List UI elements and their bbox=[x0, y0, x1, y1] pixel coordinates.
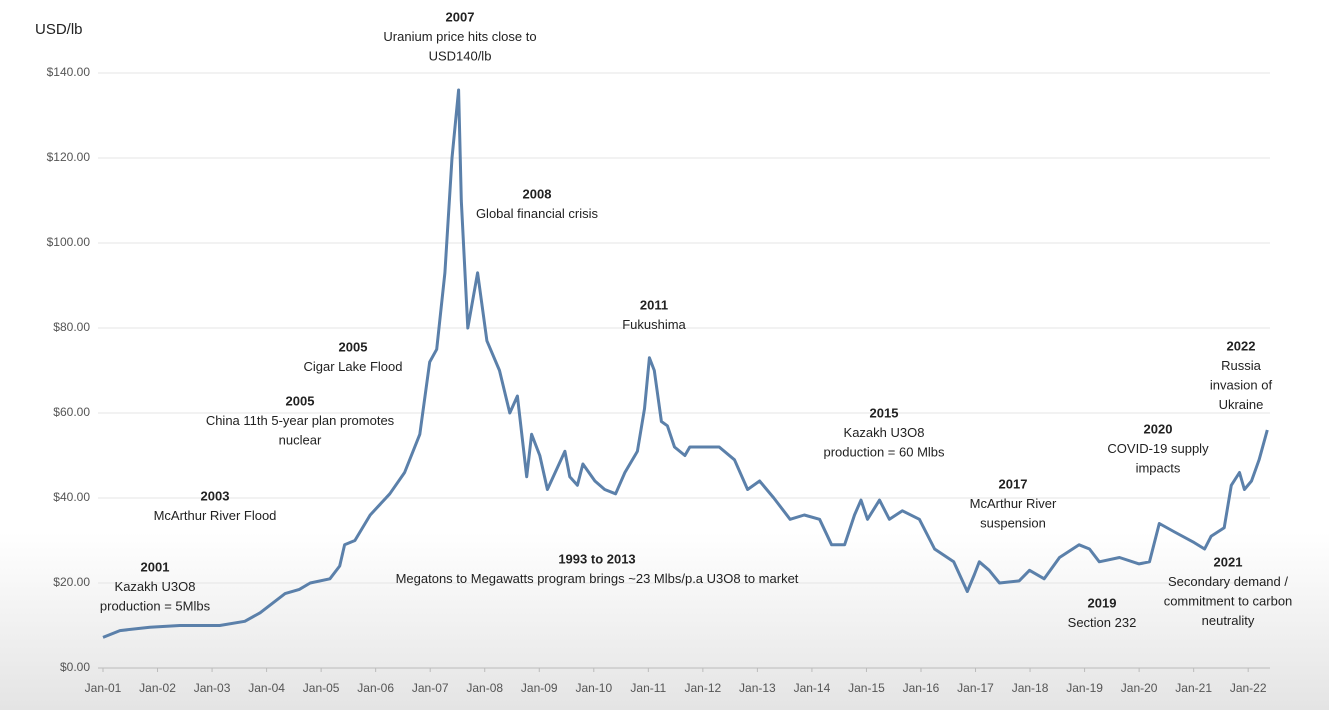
y-tick-label: $0.00 bbox=[60, 660, 90, 674]
x-tick-label: Jan-16 bbox=[903, 681, 940, 695]
annotation-text: impacts bbox=[1136, 460, 1181, 475]
x-tick-label: Jan-11 bbox=[630, 681, 666, 695]
annotation-text: COVID-19 supply bbox=[1107, 441, 1209, 456]
x-tick-label: Jan-22 bbox=[1230, 681, 1267, 695]
y-tick-label: $120.00 bbox=[47, 150, 91, 164]
annotation-text: USD140/lb bbox=[429, 48, 492, 63]
x-tick-label: Jan-13 bbox=[739, 681, 776, 695]
annotation-title: 2003 bbox=[201, 488, 230, 503]
x-tick-label: Jan-04 bbox=[248, 681, 285, 695]
annotation-text: production = 60 Mlbs bbox=[823, 444, 945, 459]
x-tick-label: Jan-03 bbox=[194, 681, 231, 695]
annotation-title: 2017 bbox=[999, 476, 1028, 491]
annotation-text: Kazakh U3O8 bbox=[844, 425, 925, 440]
annotation-text: suspension bbox=[980, 515, 1046, 530]
x-tick-label: Jan-17 bbox=[957, 681, 994, 695]
annotation-text: Ukraine bbox=[1219, 397, 1264, 412]
annotation-text: Russia bbox=[1221, 358, 1262, 373]
annotation-text: Cigar Lake Flood bbox=[304, 359, 403, 374]
annotation-text: Section 232 bbox=[1068, 615, 1137, 630]
y-tick-label: $100.00 bbox=[47, 235, 91, 249]
annotation-text: McArthur River bbox=[970, 496, 1057, 511]
y-tick-label: $20.00 bbox=[53, 575, 90, 589]
annotation-title: 2015 bbox=[870, 405, 899, 420]
annotation-text: production = 5Mlbs bbox=[100, 598, 211, 613]
annotation-title: 2001 bbox=[141, 559, 170, 574]
x-tick-label: Jan-08 bbox=[466, 681, 503, 695]
x-tick-label: Jan-10 bbox=[575, 681, 612, 695]
y-tick-label: $60.00 bbox=[53, 405, 90, 419]
annotation-title: 1993 to 2013 bbox=[558, 551, 635, 566]
x-tick-label: Jan-09 bbox=[521, 681, 558, 695]
x-tick-label: Jan-18 bbox=[1012, 681, 1049, 695]
annotation-text: invasion of bbox=[1210, 377, 1273, 392]
y-tick-label: $80.00 bbox=[53, 320, 90, 334]
annotation-title: 2005 bbox=[286, 393, 315, 408]
x-tick-label: Jan-02 bbox=[139, 681, 176, 695]
x-tick-label: Jan-05 bbox=[303, 681, 340, 695]
annotation-text: Fukushima bbox=[622, 317, 686, 332]
annotation-title: 2005 bbox=[339, 339, 368, 354]
annotation-title: 2020 bbox=[1144, 421, 1173, 436]
annotation-text: McArthur River Flood bbox=[154, 508, 277, 523]
annotation-title: 2021 bbox=[1214, 554, 1243, 569]
annotation-text: Uranium price hits close to bbox=[383, 29, 536, 44]
annotation-text: nuclear bbox=[279, 432, 322, 447]
x-tick-label: Jan-19 bbox=[1066, 681, 1103, 695]
x-tick-label: Jan-06 bbox=[357, 681, 394, 695]
annotation-title: 2008 bbox=[523, 186, 552, 201]
annotation-text: Megatons to Megawatts program brings ~23… bbox=[396, 571, 799, 586]
annotation-title: 2019 bbox=[1088, 595, 1117, 610]
price-line bbox=[102, 88, 1269, 639]
annotation-text: neutrality bbox=[1202, 613, 1255, 628]
annotation-text: Global financial crisis bbox=[476, 206, 599, 221]
annotation-title: 2007 bbox=[446, 9, 475, 24]
annotation-title: 2022 bbox=[1227, 338, 1256, 353]
annotation-text: Kazakh U3O8 bbox=[115, 579, 196, 594]
x-tick-label: Jan-07 bbox=[412, 681, 449, 695]
x-tick-label: Jan-14 bbox=[794, 681, 831, 695]
x-tick-label: Jan-15 bbox=[848, 681, 885, 695]
x-tick-label: Jan-01 bbox=[85, 681, 122, 695]
annotation-title: 2011 bbox=[640, 297, 668, 312]
annotation-text: Secondary demand / bbox=[1168, 574, 1288, 589]
x-tick-label: Jan-12 bbox=[685, 681, 722, 695]
y-tick-label: $40.00 bbox=[53, 490, 90, 504]
y-axis-label: USD/lb bbox=[35, 21, 83, 38]
x-tick-label: Jan-20 bbox=[1121, 681, 1158, 695]
x-tick-label: Jan-21 bbox=[1175, 681, 1212, 695]
annotation-text: China 11th 5-year plan promotes bbox=[206, 413, 395, 428]
y-tick-label: $140.00 bbox=[47, 65, 91, 79]
annotation-text: commitment to carbon bbox=[1164, 593, 1293, 608]
